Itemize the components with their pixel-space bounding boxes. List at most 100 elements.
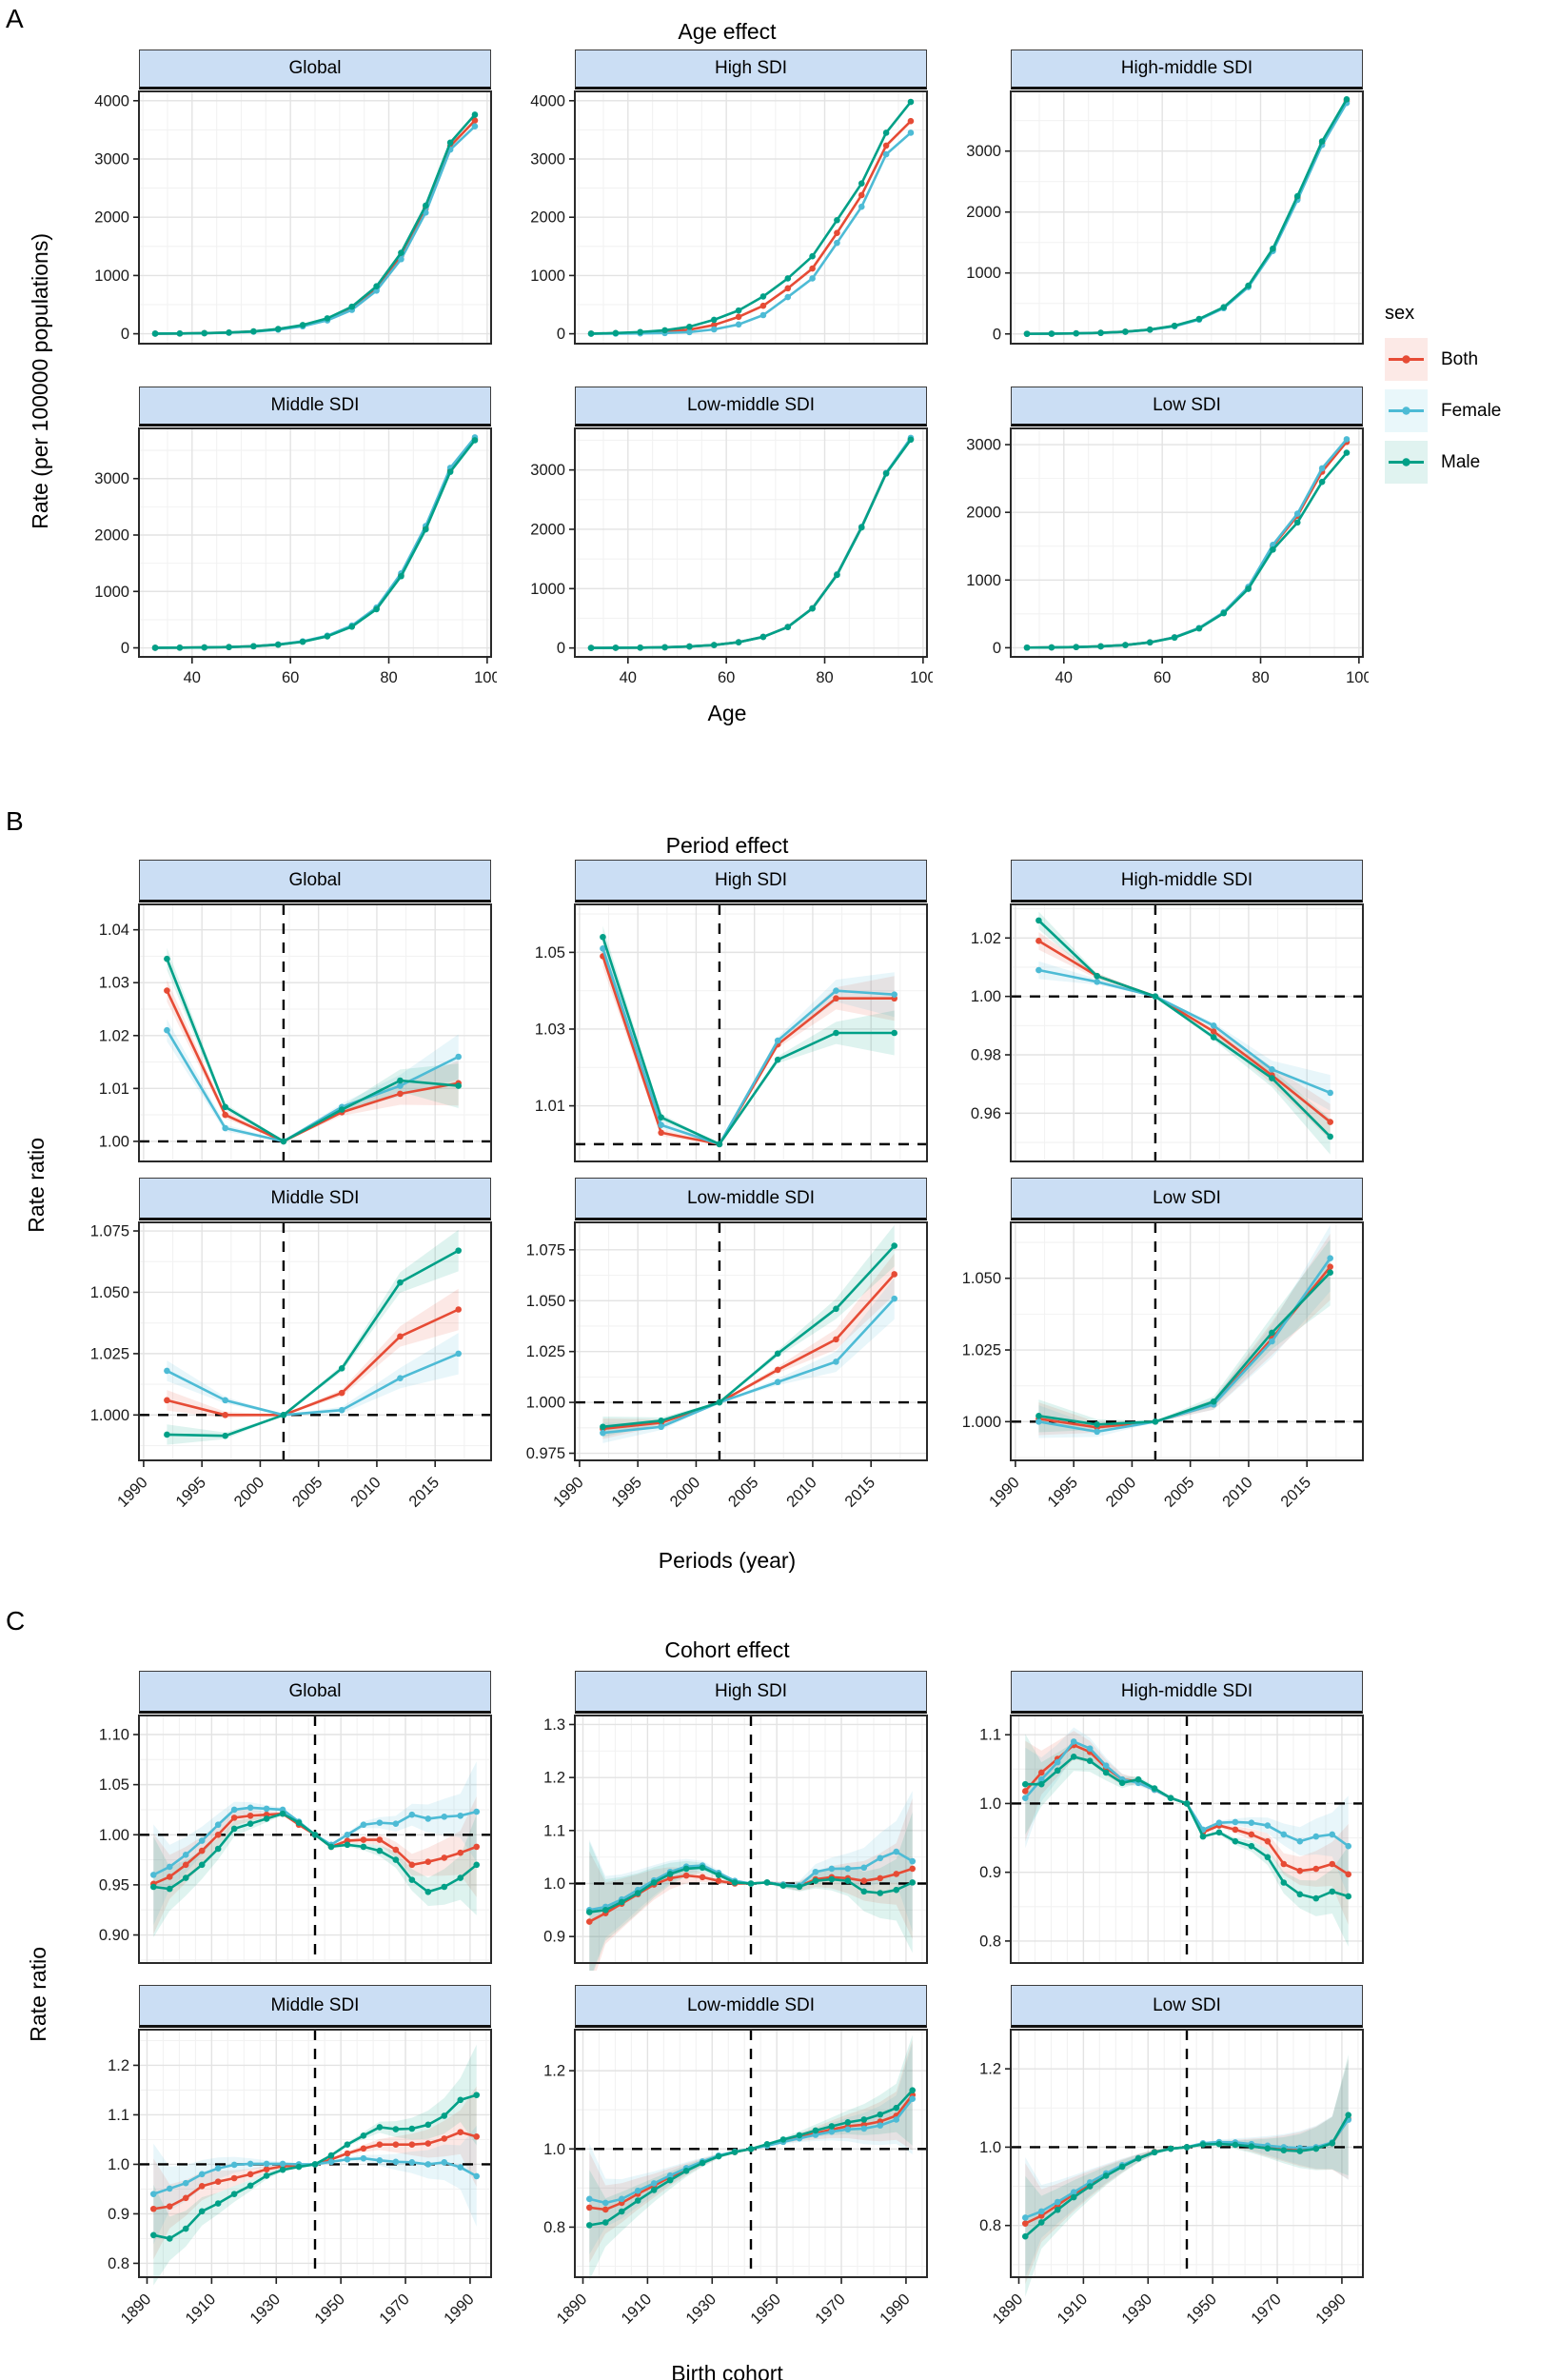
facet-global: Global 0 1000 2000 3000 4000 xyxy=(80,50,497,351)
svg-text:100: 100 xyxy=(474,669,497,686)
svg-text:1930: 1930 xyxy=(682,2291,720,2328)
svg-text:0.8: 0.8 xyxy=(543,2219,565,2236)
svg-text:1.050: 1.050 xyxy=(90,1284,129,1301)
svg-text:2000: 2000 xyxy=(530,521,565,538)
facet-header-global: Global xyxy=(139,860,491,902)
series-male xyxy=(1021,1754,1352,1902)
svg-text:40: 40 xyxy=(1055,669,1073,686)
svg-text:1.2: 1.2 xyxy=(979,2061,1001,2078)
svg-text:1.050: 1.050 xyxy=(962,1270,1001,1287)
svg-text:40: 40 xyxy=(184,669,201,686)
svg-text:2015: 2015 xyxy=(841,1474,878,1511)
ribbon-both xyxy=(167,979,459,1142)
series-male xyxy=(600,1242,897,1431)
svg-text:1000: 1000 xyxy=(94,268,129,285)
ribbon-both xyxy=(1038,932,1331,1140)
facet-header-high-sdi: High SDI xyxy=(575,50,927,89)
facet-header-high-middle-sdi: High-middle SDI xyxy=(1011,860,1363,902)
facet-plot: 0.8 0.9 1.0 1.1 1.2 1890 1910 1930 1950 1970 1990 xyxy=(108,2029,492,2328)
facet-header-low-middle-sdi: Low-middle SDI xyxy=(575,1178,927,1220)
svg-text:2005: 2005 xyxy=(1161,1474,1198,1511)
svg-text:1930: 1930 xyxy=(247,2291,284,2328)
facet-low-sdi: Low SDI 0 1000 2000 3000 40 60 80 100 xyxy=(952,387,1369,697)
svg-text:1.000: 1.000 xyxy=(90,1407,129,1424)
svg-text:0: 0 xyxy=(557,326,565,343)
svg-text:1.01: 1.01 xyxy=(535,1098,565,1115)
facet-plot: 0.8 1.0 1.2 1890 1910 1930 1950 1970 1990 xyxy=(979,2029,1364,2328)
svg-text:1890: 1890 xyxy=(118,2291,155,2328)
x-axis-label-age: Age xyxy=(707,701,747,725)
facet-header-low-middle-sdi: Low-middle SDI xyxy=(575,1985,927,2028)
svg-text:2005: 2005 xyxy=(725,1474,762,1511)
ribbon-both xyxy=(153,2086,477,2260)
svg-text:1995: 1995 xyxy=(608,1474,645,1511)
facet-middle-sdi: Middle SDI 0.8 0.9 1.0 1.1 1.2 1890 1910 1930 195… xyxy=(80,1985,497,2363)
svg-text:1995: 1995 xyxy=(172,1474,209,1511)
facet-plot: 0.8 1.0 1.2 1890 1910 1930 1950 1970 1990 xyxy=(543,2029,928,2328)
svg-text:1930: 1930 xyxy=(1118,2291,1155,2328)
x-axis-label-birth-cohort: Birth cohort xyxy=(671,2361,783,2380)
svg-text:1.2: 1.2 xyxy=(543,2063,565,2080)
svg-text:100: 100 xyxy=(910,669,933,686)
svg-text:1.025: 1.025 xyxy=(526,1343,565,1360)
facet-header-middle-sdi: Middle SDI xyxy=(139,1985,491,2028)
svg-text:1.3: 1.3 xyxy=(543,1716,565,1734)
svg-text:1.075: 1.075 xyxy=(526,1241,565,1259)
svg-text:2010: 2010 xyxy=(783,1474,820,1511)
facet-middle-sdi: Middle SDI 0 1000 2000 3000 40 60 80 100 xyxy=(80,387,497,697)
svg-text:1.0: 1.0 xyxy=(543,2141,565,2158)
svg-text:1.1: 1.1 xyxy=(543,1822,565,1839)
ribbon-female xyxy=(167,1333,459,1416)
legend-label: Both xyxy=(1441,348,1479,369)
svg-text:2010: 2010 xyxy=(347,1474,385,1511)
svg-text:1.03: 1.03 xyxy=(535,1021,565,1038)
facet-high-middle-sdi: High-middle SDI 0.8 0.9 1.0 1.1 xyxy=(952,1671,1369,1971)
svg-text:2000: 2000 xyxy=(966,204,1001,221)
panel-label-b: B xyxy=(6,806,24,836)
svg-text:2015: 2015 xyxy=(405,1474,443,1511)
facet-low-middle-sdi: Low-middle SDI 0.975 1.000 1.025 1.050 1.075 1… xyxy=(516,1178,933,1550)
svg-text:1.02: 1.02 xyxy=(99,1027,129,1044)
svg-text:0.95: 0.95 xyxy=(99,1876,129,1894)
svg-text:1.04: 1.04 xyxy=(99,922,129,939)
svg-text:1000: 1000 xyxy=(530,581,565,598)
svg-text:2000: 2000 xyxy=(94,209,129,227)
series-male xyxy=(149,2092,481,2242)
facet-row: Middle SDI 0 1000 2000 3000 40 60 80 100 Low-midd… xyxy=(80,387,1369,697)
svg-text:60: 60 xyxy=(1154,669,1171,686)
svg-text:60: 60 xyxy=(718,669,735,686)
svg-text:60: 60 xyxy=(282,669,299,686)
svg-text:80: 80 xyxy=(380,669,397,686)
facet-row: Middle SDI 0.8 0.9 1.0 1.1 1.2 1890 1910 1930 195… xyxy=(80,1985,1369,2363)
svg-text:1000: 1000 xyxy=(966,572,1001,589)
ribbon-male xyxy=(1025,2054,1349,2297)
facet-plot: 0 1000 2000 3000 4000 xyxy=(94,90,492,345)
svg-text:3000: 3000 xyxy=(966,437,1001,454)
svg-text:2000: 2000 xyxy=(966,505,1001,522)
facet-global: Global 0.90 0.95 1.00 1.05 1.10 xyxy=(80,1671,497,1971)
facet-high-sdi: High SDI 0.9 1.0 1.1 1.2 1.3 xyxy=(516,1671,933,1971)
svg-text:0: 0 xyxy=(993,326,1001,343)
svg-text:4000: 4000 xyxy=(530,92,565,109)
facet-row: Middle SDI 1.000 1.025 1.050 1.075 1990 1995 20… xyxy=(80,1178,1369,1550)
svg-text:1910: 1910 xyxy=(183,2291,220,2328)
panel-title-period-effect: Period effect xyxy=(665,833,789,858)
svg-text:2000: 2000 xyxy=(231,1474,268,1511)
facet-header-global: Global xyxy=(139,1671,491,1714)
facet-low-sdi: Low SDI 1.000 1.025 1.050 1990 1995 2000 2005 20… xyxy=(952,1178,1369,1550)
series-male xyxy=(151,437,479,651)
svg-text:1.02: 1.02 xyxy=(971,930,1001,947)
facet-plot: 1.00 1.01 1.02 1.03 1.04 xyxy=(99,903,492,1162)
facet-plot: 1.01 1.03 1.05 xyxy=(535,903,928,1162)
svg-text:3000: 3000 xyxy=(966,143,1001,160)
ribbon-both xyxy=(1025,2058,1349,2285)
svg-text:3000: 3000 xyxy=(94,150,129,168)
svg-text:0.975: 0.975 xyxy=(526,1445,565,1462)
svg-text:2000: 2000 xyxy=(94,527,129,545)
facet-header-high-sdi: High SDI xyxy=(575,1671,927,1714)
series-male xyxy=(1023,96,1351,337)
facet-header-low-sdi: Low SDI xyxy=(1011,1985,1363,2028)
svg-text:3000: 3000 xyxy=(94,470,129,487)
facet-plot: 0 1000 2000 3000 4000 xyxy=(530,90,928,345)
